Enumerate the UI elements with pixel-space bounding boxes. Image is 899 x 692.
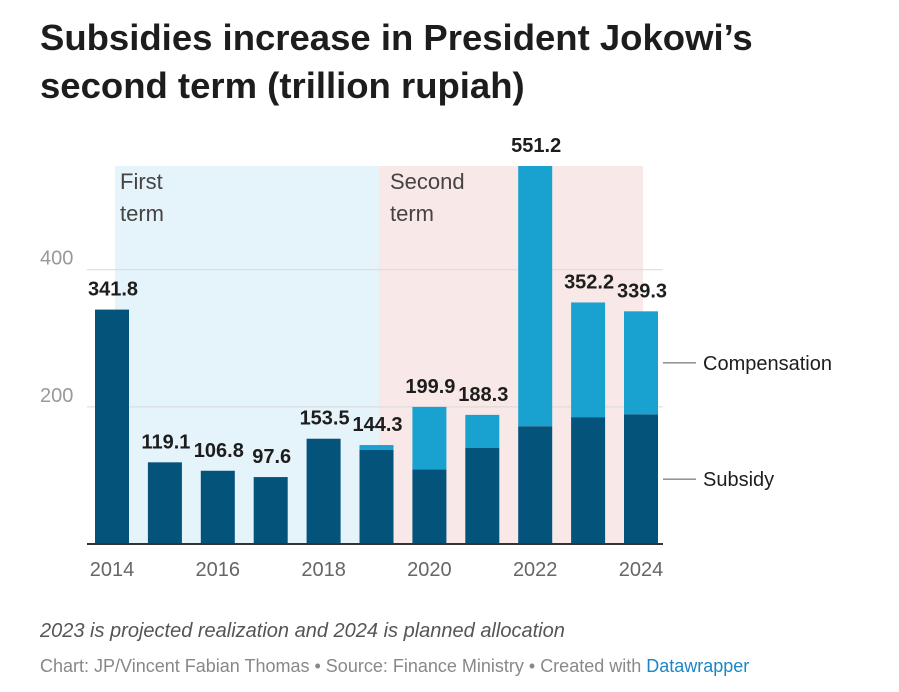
total-label-2021: 188.3 — [458, 384, 508, 406]
x-tick-label: 2022 — [513, 559, 558, 581]
total-label-2017: 97.6 — [252, 446, 291, 468]
x-tick-label: 2024 — [619, 559, 664, 581]
legend-subsidy: Subsidy — [703, 469, 774, 491]
total-label-2020: 199.9 — [405, 376, 455, 398]
total-label-2022: 551.2 — [511, 135, 561, 157]
term-band-label-2: Second term — [390, 169, 465, 226]
bar-compensation-2023 — [571, 302, 606, 418]
bar-subsidy-2022 — [518, 426, 553, 544]
total-label-2014: 341.8 — [88, 279, 138, 301]
bar-subsidy-2020 — [412, 469, 447, 544]
chart-title: Subsidies increase in President Jokowi’s… — [40, 17, 753, 106]
total-label-2018: 153.5 — [300, 408, 350, 430]
total-label-2024: 339.3 — [617, 280, 667, 302]
bar-subsidy-2016 — [200, 470, 235, 544]
bar-compensation-2019 — [359, 445, 394, 450]
datawrapper-link[interactable]: Datawrapper — [646, 656, 750, 676]
total-label-2023: 352.2 — [564, 271, 614, 293]
bar-compensation-2022 — [518, 166, 553, 427]
total-label-2016: 106.8 — [194, 440, 244, 462]
credit-separator: • — [309, 656, 326, 676]
bar-subsidy-2018 — [306, 438, 341, 544]
term-band-label-1: First term — [120, 169, 164, 226]
x-tick-label: 2018 — [301, 559, 346, 581]
bar-subsidy-2015 — [147, 462, 182, 544]
y-tick-label: 400 — [40, 248, 73, 270]
y-tick-label: 200 — [40, 385, 73, 407]
bar-compensation-2021 — [465, 414, 500, 448]
x-tick-label: 2020 — [407, 559, 452, 581]
bar-compensation-2020 — [412, 406, 447, 470]
x-tick-label: 2016 — [196, 559, 241, 581]
chart-credit: Chart: JP/Vincent Fabian Thomas • Source… — [40, 656, 749, 677]
total-label-2019: 144.3 — [352, 414, 402, 436]
credit-author: Chart: JP/Vincent Fabian Thomas — [40, 656, 310, 676]
legend-compensation: Compensation — [703, 353, 832, 375]
credit-created: Created with — [540, 656, 647, 676]
chart-note: 2023 is projected realization and 2024 i… — [40, 620, 565, 642]
bar-subsidy-2024 — [624, 414, 658, 544]
bar-subsidy-2023 — [571, 417, 606, 544]
total-label-2015: 119.1 — [141, 431, 190, 453]
bar-subsidy-2021 — [465, 447, 500, 544]
credit-separator: • — [523, 656, 541, 676]
x-tick-label: 2014 — [90, 559, 135, 581]
credit-source: Source: Finance Ministry — [325, 656, 524, 676]
bar-subsidy-2014 — [95, 309, 129, 544]
bar-subsidy-2017 — [253, 477, 288, 544]
bar-compensation-2024 — [624, 311, 658, 415]
bar-subsidy-2019 — [359, 449, 394, 544]
